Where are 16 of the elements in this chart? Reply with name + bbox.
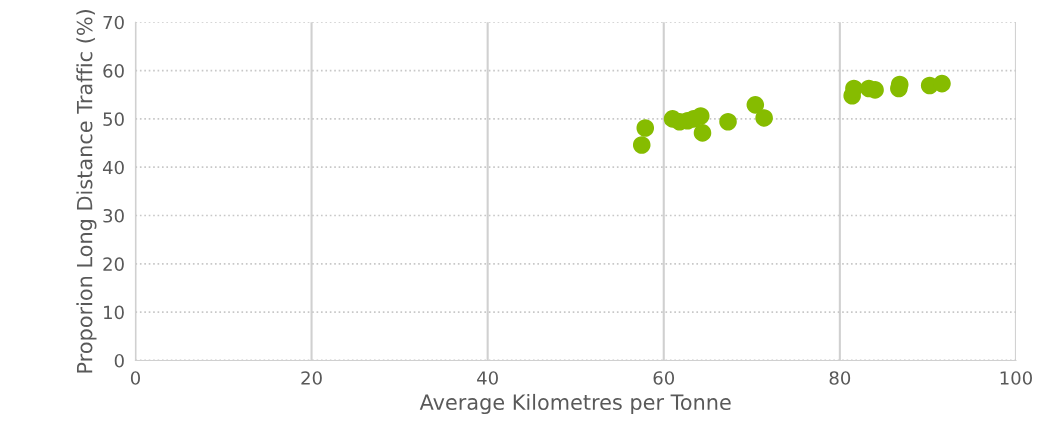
y-tick-label: 50	[103, 112, 124, 126]
y-tick-label: 10	[104, 305, 124, 320]
y-tick-label: 40	[102, 160, 124, 175]
x-axis-title: Average Kilometres per Tonne	[419, 393, 731, 415]
x-tick-label: 80	[829, 371, 851, 385]
x-tick-label: 40	[477, 371, 498, 385]
y-tick-label: 20	[103, 257, 124, 271]
x-tick-label: 0	[130, 371, 140, 385]
x-tick-label: 20	[301, 371, 322, 385]
x-tick-label: 100	[1000, 371, 1032, 385]
y-tick-label: 60	[103, 64, 124, 78]
y-tick-label: 30	[103, 208, 124, 223]
y-axis-title: Proporion Long Distance Traffic (%)	[76, 10, 97, 373]
x-tick-label: 60	[653, 371, 675, 385]
y-tick-label: 0	[114, 353, 124, 368]
y-tick-label: 70	[103, 15, 124, 30]
